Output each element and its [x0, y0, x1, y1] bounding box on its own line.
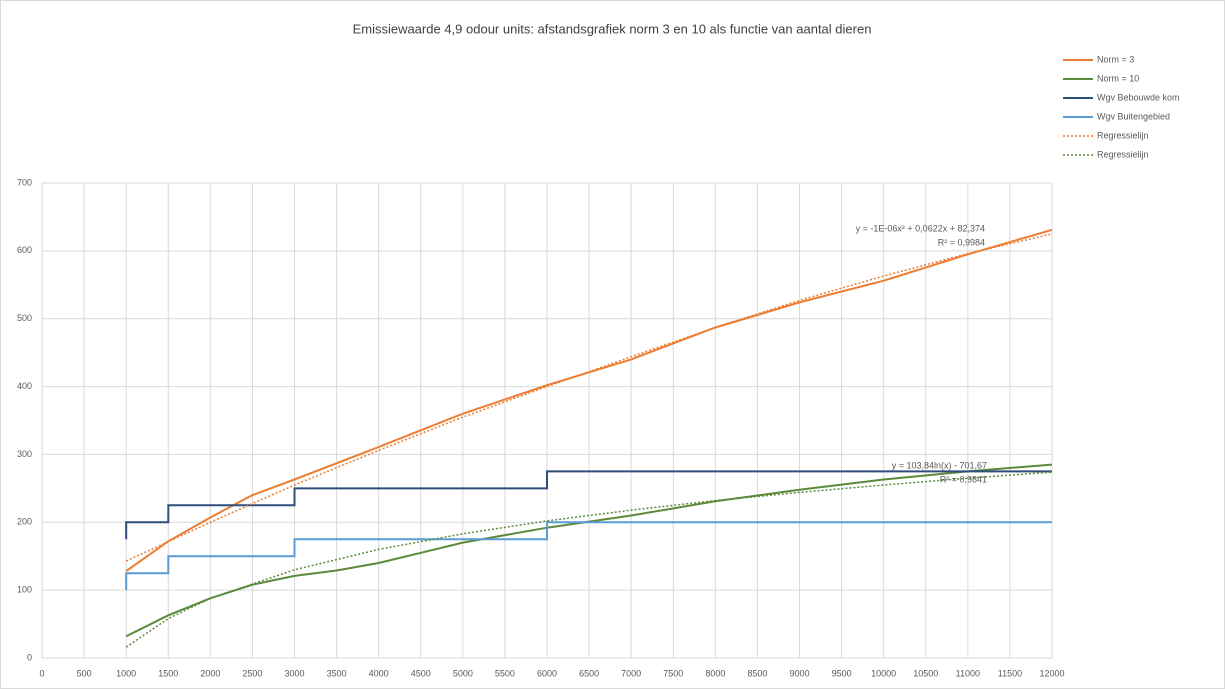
x-tick-label: 8000	[705, 668, 725, 678]
x-tick-label: 11000	[956, 668, 980, 678]
y-tick-label: 300	[17, 449, 32, 459]
y-tick-label: 0	[27, 652, 32, 662]
series-line	[125, 470, 1052, 540]
x-tick-label: 8500	[747, 668, 767, 678]
x-tick-label: 500	[77, 668, 92, 678]
y-tick-label: 500	[17, 313, 32, 323]
series-line	[125, 521, 1052, 591]
y-tick-label: 700	[17, 177, 32, 187]
x-tick-label: 0	[39, 668, 44, 678]
x-tick-label: 4500	[411, 668, 431, 678]
x-tick-label: 1000	[116, 668, 136, 678]
series-line	[125, 233, 1053, 562]
legend-label: Wgv Buitengebied	[1097, 111, 1170, 121]
x-tick-label: 2000	[200, 668, 220, 678]
annotation: y = 103,84ln(x) - 701,67	[892, 460, 987, 470]
legend-label: Regressielijn	[1097, 130, 1149, 140]
legend-label: Wgv Bebouwde kom	[1097, 92, 1180, 102]
x-tick-label: 1500	[158, 668, 178, 678]
x-tick-label: 7000	[621, 668, 641, 678]
x-tick-label: 4000	[369, 668, 389, 678]
legend-label: Regressielijn	[1097, 149, 1149, 159]
y-tick-label: 400	[17, 381, 32, 391]
annotation: y = -1E-06x² + 0,0622x + 82,374	[856, 223, 985, 233]
series-line	[125, 463, 1053, 638]
x-tick-label: 10500	[913, 668, 938, 678]
x-tick-label: 3500	[327, 668, 347, 678]
x-tick-label: 9000	[789, 668, 809, 678]
series-line	[125, 228, 1053, 572]
series-line	[125, 471, 1053, 648]
x-tick-label: 2500	[242, 668, 262, 678]
x-tick-label: 7500	[663, 668, 683, 678]
x-tick-label: 6000	[537, 668, 557, 678]
annotation: R² = 0,9984	[938, 237, 985, 247]
x-tick-label: 12000	[1039, 668, 1064, 678]
y-tick-label: 100	[17, 585, 32, 595]
x-tick-label: 10000	[871, 668, 896, 678]
legend-label: Norm = 3	[1097, 54, 1134, 64]
legend-label: Norm = 10	[1097, 73, 1139, 83]
x-tick-label: 5000	[453, 668, 473, 678]
x-tick-label: 11500	[998, 668, 1022, 678]
y-tick-label: 200	[17, 517, 32, 527]
annotation: R² = 0,9841	[940, 474, 987, 484]
x-tick-label: 3000	[284, 668, 304, 678]
x-tick-label: 5500	[495, 668, 515, 678]
x-tick-label: 6500	[579, 668, 599, 678]
y-tick-label: 600	[17, 245, 32, 255]
x-tick-label: 9500	[832, 668, 852, 678]
chart-title: Emissiewaarde 4,9 odour units: afstandsg…	[353, 21, 872, 36]
